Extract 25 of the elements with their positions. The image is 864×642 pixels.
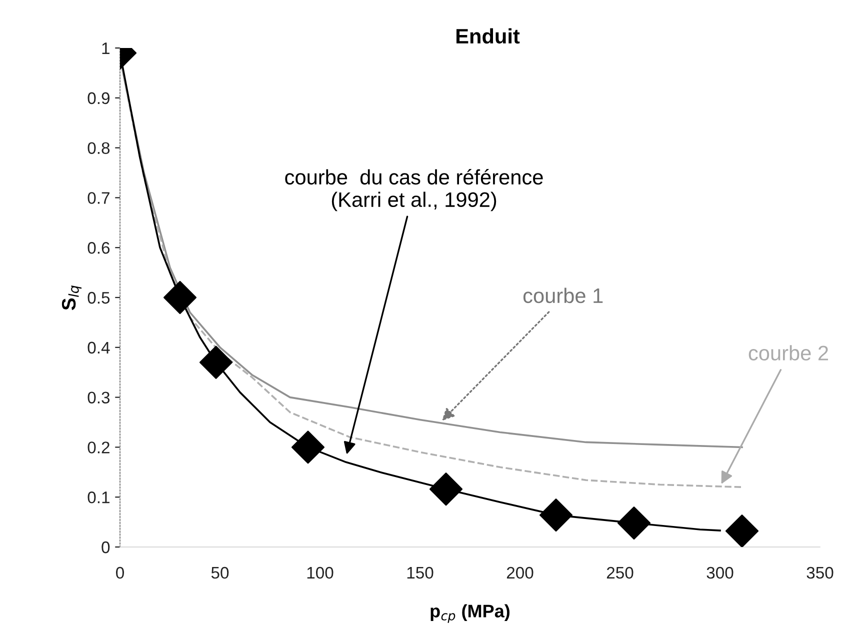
x-tick-label: 250 xyxy=(606,566,634,579)
x-tick-label: 50 xyxy=(211,566,229,579)
y-tick-label: 0.9 xyxy=(88,92,110,104)
x-axis-title: p$_{cp}$ (MPa) xyxy=(430,604,510,623)
y-tick-label: 0.7 xyxy=(88,192,110,204)
y-tick-label: 0.4 xyxy=(88,342,110,354)
x-tick-label: 0 xyxy=(116,566,124,579)
y-tick-label: 0.3 xyxy=(88,392,110,404)
y-axis-title: S$_{lq}$ xyxy=(62,286,82,310)
annotation: courbe du cas de référence (Karri et al., 1992) xyxy=(285,169,543,212)
chart-title: Enduit xyxy=(456,28,520,44)
x-tick-label: 100 xyxy=(307,566,334,579)
y-tick-label: 1 xyxy=(102,42,110,54)
x-tick-label: 200 xyxy=(506,566,534,579)
y-tick-label: 0.5 xyxy=(88,292,110,304)
y-tick-label: 0.8 xyxy=(88,142,110,154)
x-tick-label: 350 xyxy=(806,566,834,579)
y-tick-label: 0.2 xyxy=(88,442,110,454)
y-tick-label: 0.1 xyxy=(88,492,110,504)
y-tick-label: 0 xyxy=(102,541,110,554)
x-tick-label: 300 xyxy=(706,566,734,579)
annotation: courbe 1 xyxy=(523,288,603,304)
x-tick-label: 150 xyxy=(407,566,434,579)
y-tick-label: 0.6 xyxy=(88,242,110,254)
annotation: courbe 2 xyxy=(748,345,828,360)
